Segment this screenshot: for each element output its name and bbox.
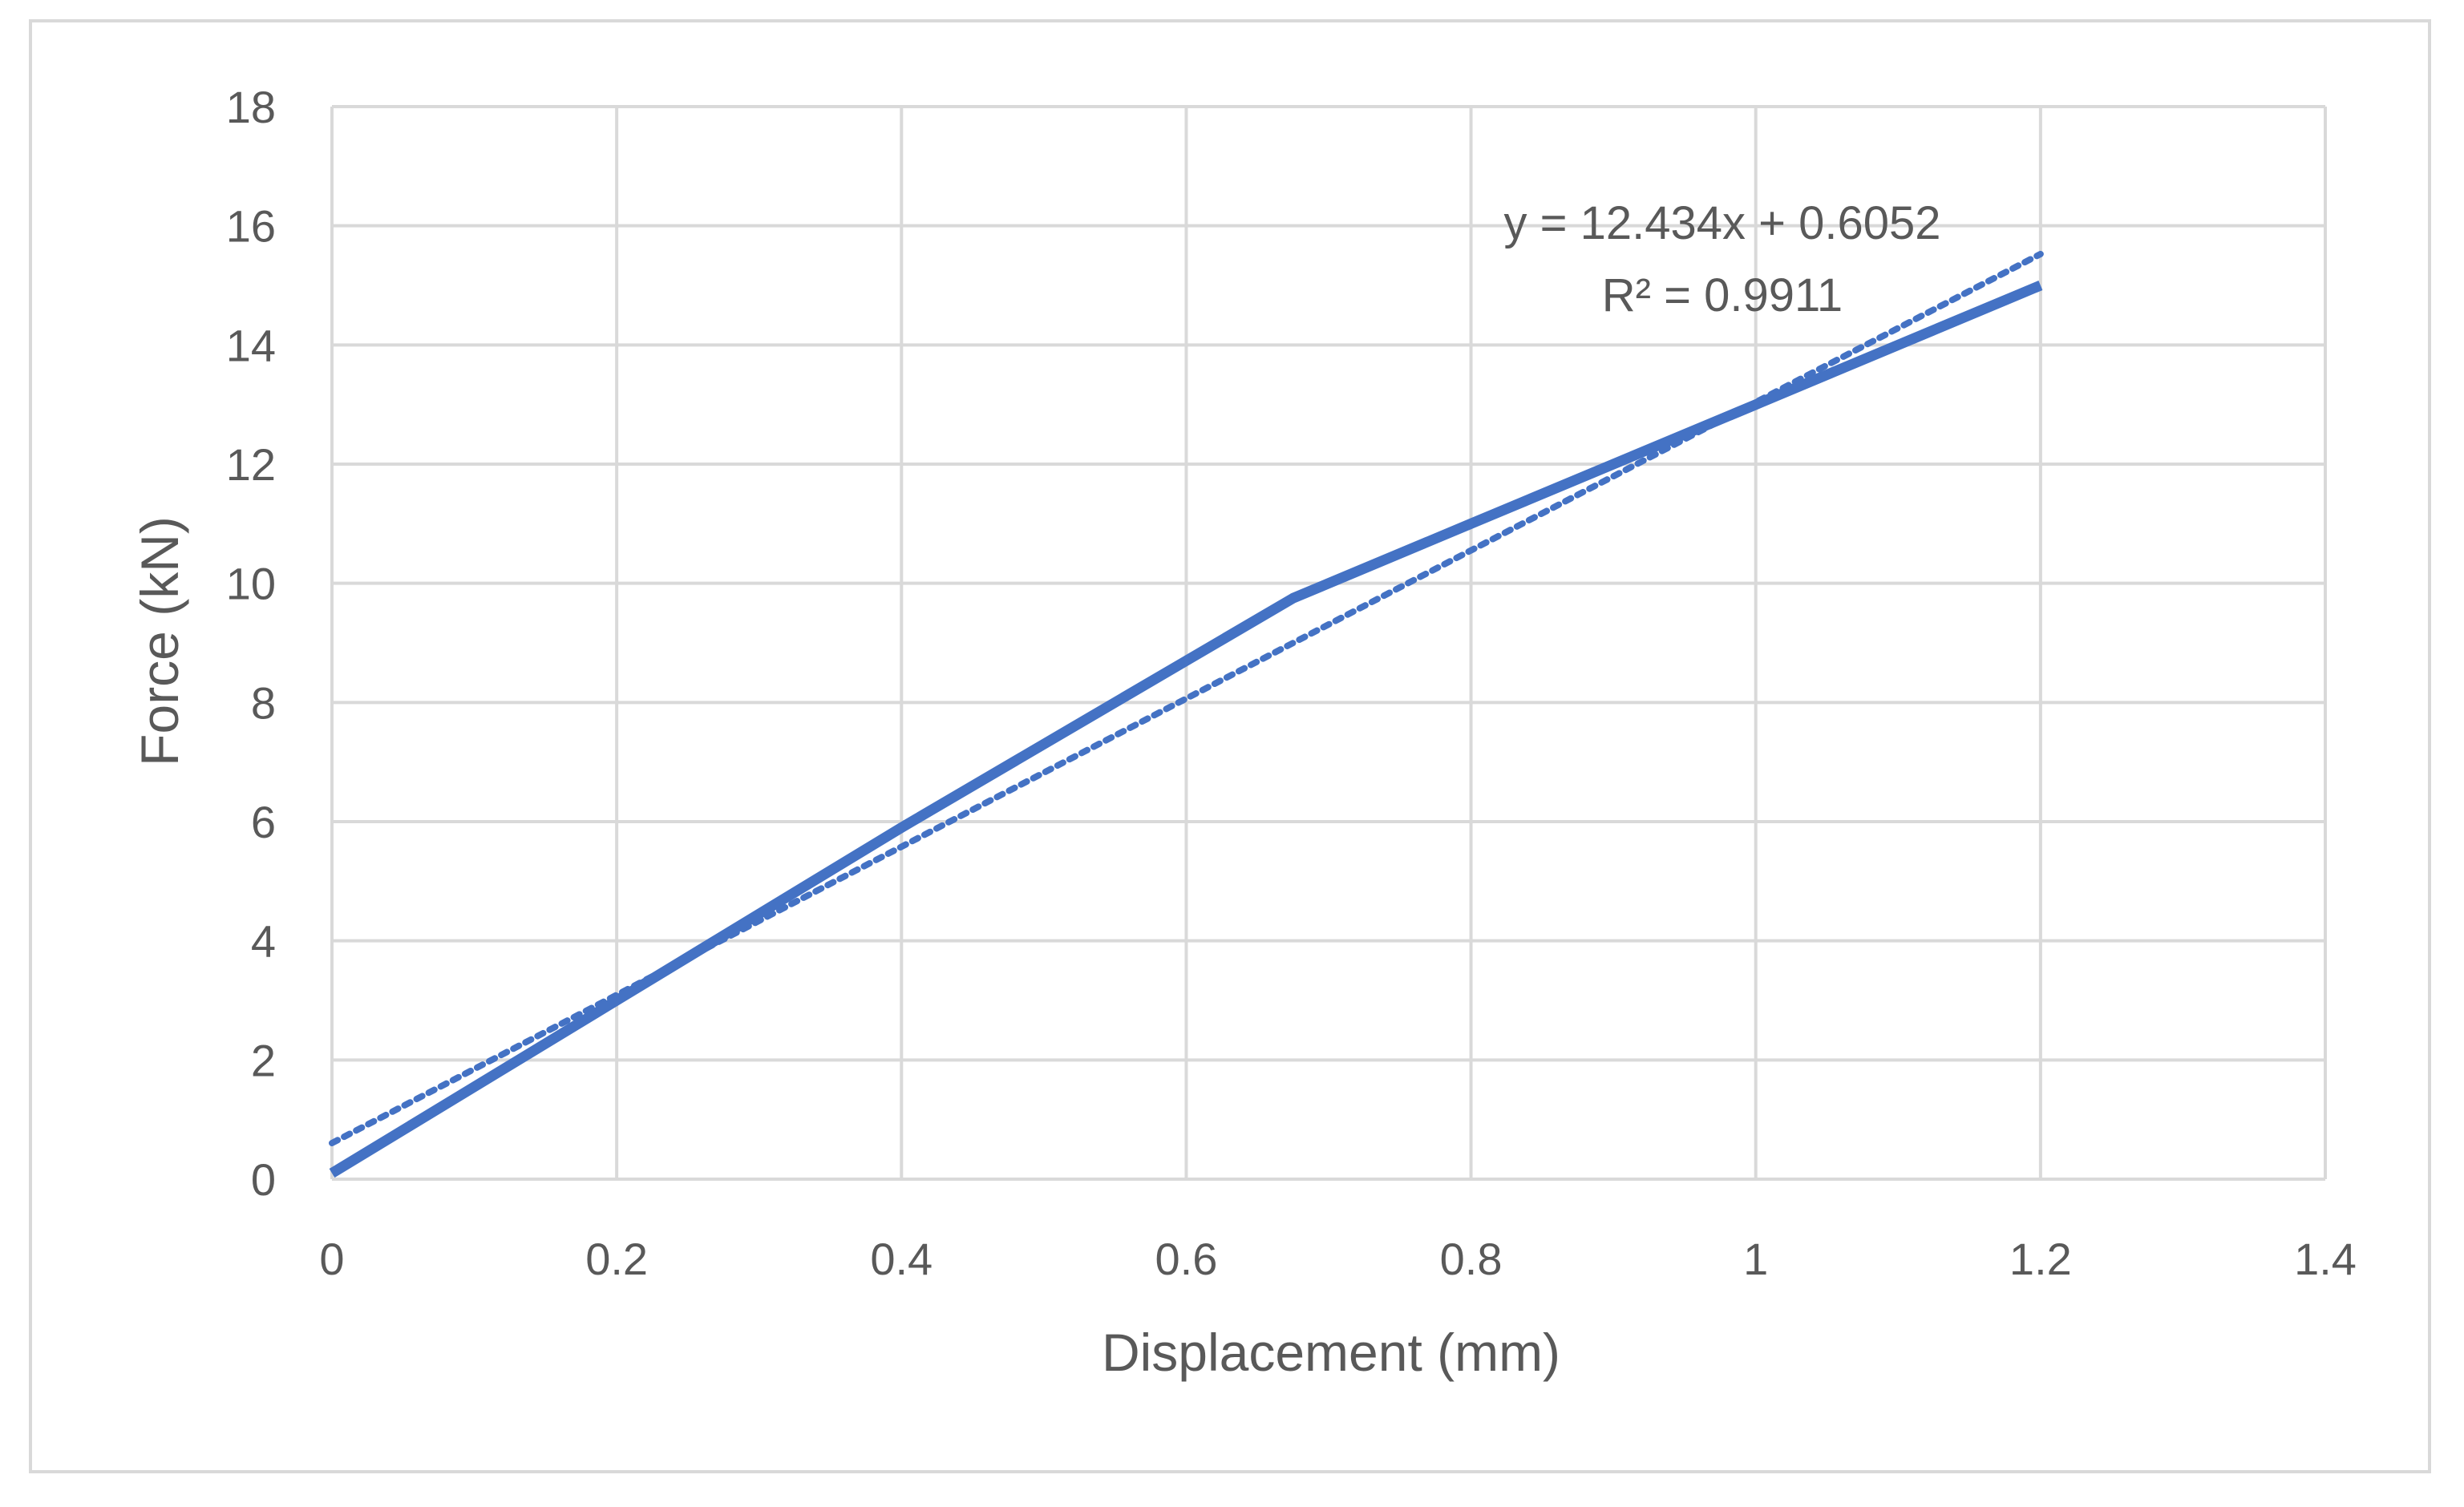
x-axis-title: Displacement (mm) (1102, 1323, 1560, 1382)
series-line-0 (329, 281, 2043, 1178)
y-tick-label: 4 (251, 916, 276, 967)
x-tick-label: 0.4 (870, 1234, 933, 1284)
x-tick-label: 1.4 (2294, 1234, 2357, 1284)
x-tick-labels: 0 0.2 0.4 0.6 0.8 1 1.2 1.4 (319, 1234, 2357, 1284)
y-tick-label: 10 (226, 559, 276, 609)
y-tick-labels: 0 2 4 6 8 10 12 14 16 18 (226, 82, 276, 1205)
y-tick-label: 16 (226, 201, 276, 252)
y-tick-label: 6 (251, 797, 276, 847)
y-tick-label: 2 (251, 1035, 276, 1085)
gridlines (330, 105, 2327, 1181)
x-tick-label: 1.2 (2009, 1234, 2072, 1284)
y-tick-label: 12 (226, 439, 276, 490)
x-tick-label: 0.2 (585, 1234, 648, 1284)
y-tick-label: 18 (226, 82, 276, 132)
trendline-r-squared: R² = 0.9911 (1602, 269, 1843, 321)
y-tick-label: 8 (251, 677, 276, 728)
x-tick-label: 1 (1743, 1234, 1768, 1284)
x-tick-label: 0.8 (1440, 1234, 1503, 1284)
x-tick-label: 0 (319, 1234, 344, 1284)
y-axis-title: Force (kN) (130, 516, 189, 766)
x-tick-label: 0.6 (1155, 1234, 1217, 1284)
y-tick-label: 14 (226, 320, 276, 370)
trendline-equation: y = 12.434x + 0.6052 (1504, 197, 1941, 249)
y-tick-label: 0 (251, 1154, 276, 1205)
series-layer (329, 281, 2043, 1178)
